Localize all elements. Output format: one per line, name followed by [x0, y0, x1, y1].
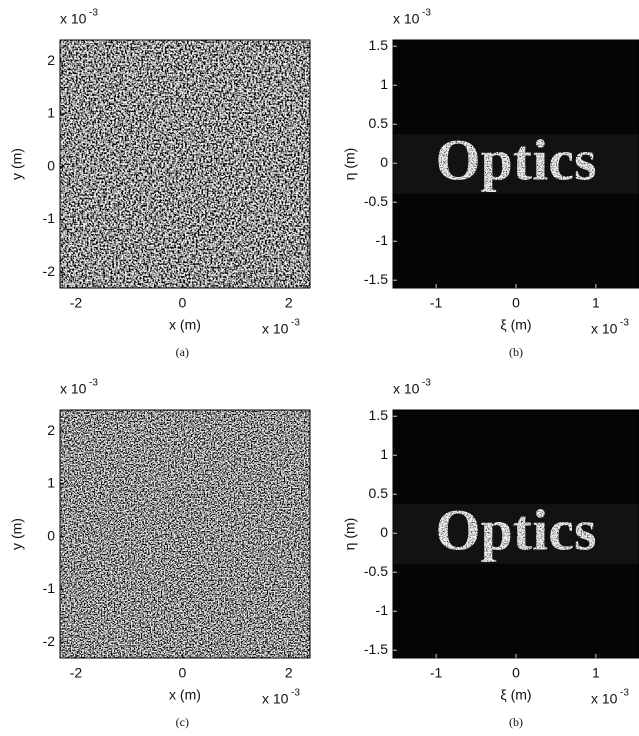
panel: Optics -1 0 1 -1.5 -1 -0.5 0 0.5 1 1.5 ξ (m) η (m) x …	[342, 378, 639, 729]
x-axis-label: ξ (m)	[500, 687, 531, 703]
x-exponent-base: x 10	[262, 691, 289, 707]
caption: (b)	[509, 715, 523, 729]
y-tick-label: 1	[47, 105, 55, 121]
y-exponent: -3	[89, 378, 98, 389]
y-exponent-base: x 10	[393, 381, 420, 397]
x-exponent: -3	[620, 688, 629, 699]
x-tick-label: 0	[178, 665, 186, 681]
annotation: Optics	[435, 497, 596, 562]
x-tick-label: 0	[178, 295, 186, 311]
speckle-image	[60, 40, 310, 288]
y-tick-label: -2	[43, 633, 56, 649]
plot-frame	[59, 409, 311, 659]
y-tick-label: -0.5	[364, 563, 388, 579]
y-tick-label: 1	[47, 475, 55, 491]
x-tick-label: 2	[285, 665, 293, 681]
x-exponent: -3	[620, 318, 629, 329]
x-exponent-base: x 10	[591, 691, 618, 707]
x-axis-label: x (m)	[169, 687, 201, 703]
y-axis-label: y (m)	[9, 148, 25, 180]
y-tick-label: 0.5	[369, 485, 389, 501]
annotation: Optics	[435, 127, 596, 192]
y-exponent-base: x 10	[60, 11, 87, 27]
y-tick-label: 2	[47, 52, 55, 68]
y-tick-label: -1.5	[364, 641, 388, 657]
caption: (c)	[176, 715, 189, 729]
y-tick-label: -1	[376, 232, 389, 248]
y-exponent: -3	[89, 8, 98, 19]
x-tick-label: -2	[70, 665, 83, 681]
x-tick-label: 1	[592, 295, 600, 311]
x-tick-label: 1	[592, 665, 600, 681]
y-tick-label: 0	[47, 527, 55, 543]
y-tick-label: -1	[376, 602, 389, 618]
x-tick-label: 2	[285, 295, 293, 311]
y-tick-label: -1.5	[364, 271, 388, 287]
y-tick-label: -1	[43, 210, 56, 226]
y-exponent: -3	[422, 378, 431, 389]
y-axis-label: η (m)	[342, 148, 358, 181]
x-axis-label: x (m)	[169, 317, 201, 333]
glow-band	[393, 504, 639, 564]
x-tick-label: 0	[512, 665, 520, 681]
y-tick-label: 1	[380, 76, 388, 92]
y-exponent-base: x 10	[60, 381, 87, 397]
glow-band	[393, 134, 639, 194]
y-tick-label: 2	[47, 422, 55, 438]
y-tick-label: -1	[43, 580, 56, 596]
x-exponent-base: x 10	[591, 321, 618, 337]
x-tick-label: -2	[70, 295, 83, 311]
x-tick-label: -1	[430, 665, 443, 681]
y-tick-label: 0	[380, 524, 388, 540]
y-exponent-base: x 10	[393, 11, 420, 27]
y-tick-label: 1.5	[369, 37, 389, 53]
x-exponent: -3	[291, 688, 300, 699]
y-tick-label: 0	[47, 157, 55, 173]
plot-frame	[59, 39, 311, 289]
x-tick-label: -1	[430, 295, 443, 311]
y-axis-label: y (m)	[9, 518, 25, 550]
x-tick-label: 0	[512, 295, 520, 311]
y-tick-label: 1.5	[369, 407, 389, 423]
caption: (b)	[509, 345, 523, 359]
y-exponent: -3	[422, 8, 431, 19]
speckle-image	[60, 410, 310, 658]
y-tick-label: 0	[380, 154, 388, 170]
y-tick-label: -2	[43, 263, 56, 279]
y-tick-label: 1	[380, 446, 388, 462]
y-axis-label: η (m)	[342, 518, 358, 551]
x-exponent: -3	[291, 318, 300, 329]
x-axis-label: ξ (m)	[500, 317, 531, 333]
y-tick-label: 0.5	[369, 115, 389, 131]
panel: Optics -1 0 1 -1.5 -1 -0.5 0 0.5 1 1.5 ξ (m) η (m) x …	[342, 8, 639, 359]
x-exponent-base: x 10	[262, 321, 289, 337]
caption: (a)	[176, 345, 189, 359]
y-tick-label: -0.5	[364, 193, 388, 209]
